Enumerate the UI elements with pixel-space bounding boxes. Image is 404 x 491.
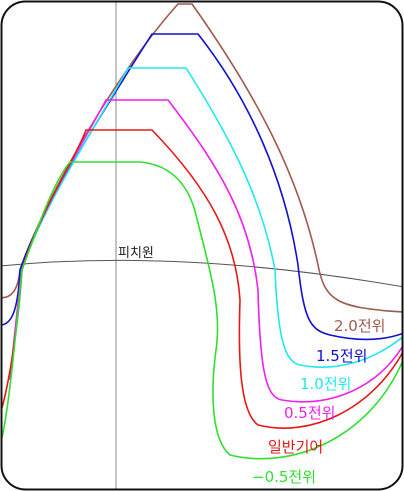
pitch-circle-arc <box>1 259 403 288</box>
curve-1-5-shift <box>1 33 403 341</box>
label-1-0-shift: 1.0전위 <box>300 375 351 393</box>
label-minus-0-5-shift: −0.5전위 <box>252 468 316 486</box>
curve-minus-0-5-shift <box>1 161 403 460</box>
pitch-circle-label: 피치원 <box>118 246 154 261</box>
label-1-5-shift: 1.5전위 <box>316 347 367 365</box>
label-0-5-shift: 0.5전위 <box>284 404 335 422</box>
curve-2-0-shift <box>1 3 403 313</box>
label-2-0-shift: 2.0전위 <box>334 317 385 335</box>
label-standard-gear: 일반기어 <box>268 438 323 456</box>
